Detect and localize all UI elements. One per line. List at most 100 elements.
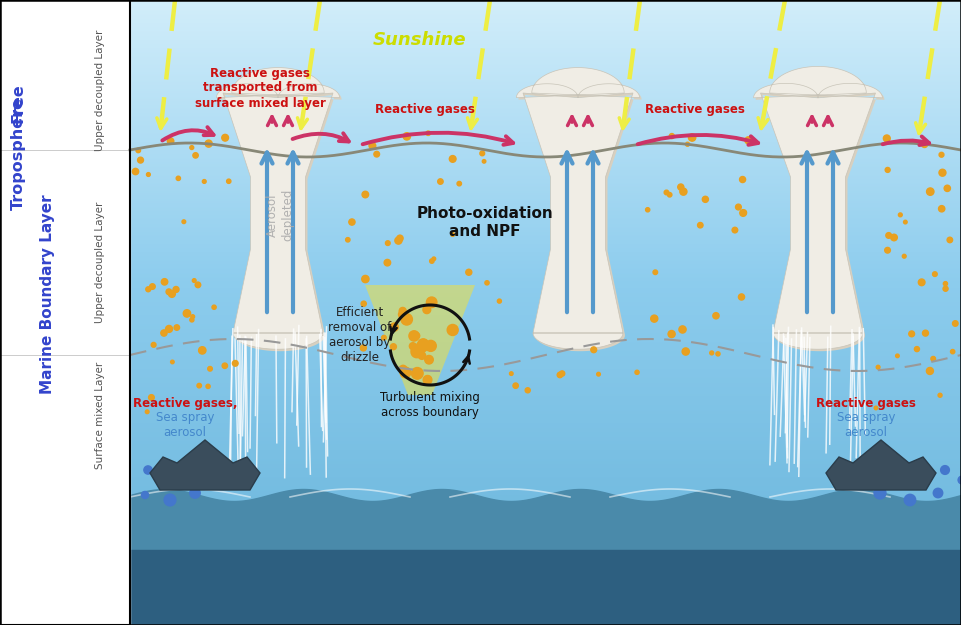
Bar <box>130 460 961 461</box>
Bar <box>130 61 961 62</box>
Circle shape <box>678 184 684 190</box>
Bar <box>130 55 961 56</box>
Bar <box>130 161 961 162</box>
Bar <box>130 478 961 479</box>
Bar <box>130 251 961 252</box>
Bar <box>130 169 961 170</box>
Bar <box>130 501 961 502</box>
Bar <box>130 444 961 445</box>
Bar <box>130 475 961 476</box>
Bar <box>130 43 961 44</box>
Circle shape <box>939 206 945 212</box>
Bar <box>130 579 961 580</box>
Bar <box>130 283 961 284</box>
Circle shape <box>199 347 206 354</box>
Bar <box>130 37 961 38</box>
Bar <box>130 497 961 498</box>
Bar <box>130 484 961 485</box>
Circle shape <box>885 248 891 253</box>
Bar <box>130 63 961 64</box>
Bar <box>130 500 961 501</box>
Bar <box>130 611 961 612</box>
Bar <box>130 167 961 168</box>
Text: Surface mixed Layer: Surface mixed Layer <box>95 361 105 469</box>
Bar <box>130 582 961 583</box>
Bar <box>130 17 961 18</box>
Bar <box>130 140 961 141</box>
Bar <box>130 553 961 554</box>
Circle shape <box>426 341 436 351</box>
Circle shape <box>432 257 435 261</box>
Bar <box>130 473 961 474</box>
Bar <box>130 417 961 418</box>
Circle shape <box>349 219 355 225</box>
Bar <box>130 259 961 260</box>
Bar <box>130 159 961 160</box>
Bar <box>130 545 961 546</box>
Circle shape <box>885 168 890 172</box>
Bar <box>130 270 961 271</box>
Circle shape <box>426 131 431 136</box>
Bar <box>130 562 961 563</box>
Bar <box>130 353 961 354</box>
Bar <box>130 374 961 375</box>
Bar <box>130 184 961 185</box>
Bar <box>130 385 961 386</box>
Circle shape <box>664 190 669 195</box>
Bar <box>130 265 961 266</box>
Text: Reactive gases,: Reactive gases, <box>133 396 237 409</box>
Bar <box>130 454 961 455</box>
Text: Upper decoupled Layer: Upper decoupled Layer <box>95 29 105 151</box>
Bar <box>130 388 961 389</box>
Bar <box>130 67 961 68</box>
Bar <box>130 90 961 91</box>
Bar <box>130 77 961 78</box>
Bar <box>130 438 961 439</box>
Bar <box>130 280 961 281</box>
Bar <box>130 620 961 621</box>
Circle shape <box>735 204 741 210</box>
Bar <box>130 526 961 527</box>
Circle shape <box>206 384 210 389</box>
Bar <box>130 612 961 613</box>
Circle shape <box>591 347 597 352</box>
Circle shape <box>944 185 950 191</box>
Bar <box>130 89 961 90</box>
Bar <box>130 282 961 283</box>
Circle shape <box>958 476 961 484</box>
Bar <box>130 60 961 61</box>
Bar <box>130 520 961 521</box>
Bar <box>130 295 961 296</box>
Circle shape <box>678 326 686 333</box>
Bar <box>130 21 961 22</box>
Circle shape <box>525 388 530 393</box>
Bar <box>130 246 961 247</box>
Circle shape <box>184 310 190 317</box>
Bar <box>130 598 961 599</box>
Bar <box>130 332 961 333</box>
Bar <box>130 400 961 401</box>
Bar <box>130 414 961 415</box>
Bar <box>130 399 961 400</box>
Bar <box>130 276 961 277</box>
Bar <box>130 411 961 412</box>
Bar <box>130 503 961 504</box>
Bar <box>130 403 961 404</box>
Circle shape <box>732 228 738 233</box>
Circle shape <box>883 135 890 142</box>
Circle shape <box>174 325 180 330</box>
Circle shape <box>382 336 386 340</box>
Bar <box>130 367 961 368</box>
Bar <box>130 227 961 228</box>
Bar <box>130 18 961 19</box>
Bar <box>130 127 961 128</box>
Bar <box>130 211 961 212</box>
Bar <box>130 322 961 323</box>
Bar <box>130 432 961 433</box>
Bar <box>130 623 961 624</box>
Circle shape <box>635 370 639 374</box>
Bar <box>130 59 961 60</box>
Bar <box>130 405 961 406</box>
Circle shape <box>401 314 412 325</box>
Circle shape <box>209 464 221 476</box>
